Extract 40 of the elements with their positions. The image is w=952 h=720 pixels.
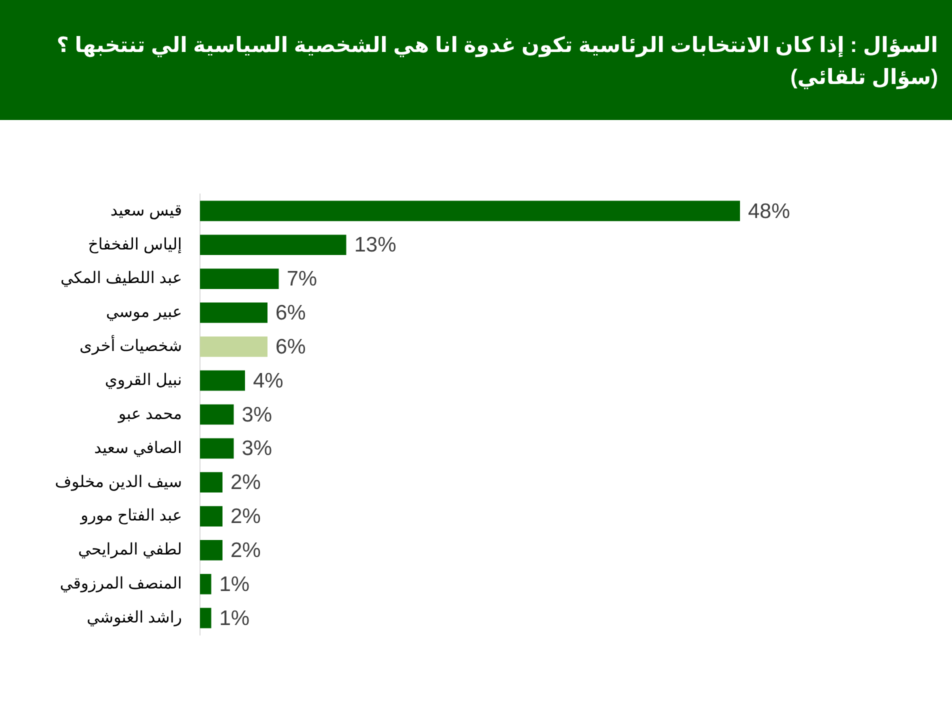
data-label: 2%: [230, 538, 261, 562]
y-tick-label: قيس سعيد: [110, 202, 182, 220]
bar: [200, 472, 222, 493]
data-label: 2%: [230, 505, 261, 528]
data-label: 7%: [286, 268, 318, 291]
bar: [200, 404, 234, 425]
data-label: 3%: [242, 437, 272, 460]
data-label: 3%: [242, 403, 272, 426]
bar: [200, 336, 268, 357]
y-tick-label: راشد الغنوشي: [86, 609, 182, 626]
data-label: 4%: [253, 369, 284, 392]
y-tick-label: لطفي المرايحي: [78, 542, 182, 559]
bar: [200, 574, 212, 594]
bar: [200, 506, 222, 526]
data-label: 2%: [230, 471, 261, 494]
bar: [200, 302, 268, 323]
data-label: 6%: [276, 335, 306, 358]
y-tick-label: نبيل القروي: [104, 372, 182, 389]
chart-title: السؤال : إذا كان الانتخابات الرئاسية تكون غدوة انا هي الشخصية السياسية الي تنتخبها ؟ (سؤال تلقائي): [56, 33, 938, 92]
data-label: 1%: [219, 606, 250, 630]
bar: [200, 540, 222, 560]
y-tick-label: عبد اللطيف المكي: [60, 270, 182, 288]
y-tick-label: عبير موسي: [106, 304, 182, 322]
data-label: 6%: [276, 302, 306, 325]
bar: [200, 268, 279, 289]
y-tick-label: المنصف المرزوقي: [60, 576, 182, 593]
bar: [200, 438, 234, 459]
data-label: 48%: [748, 200, 790, 223]
y-tick-label: الصافي سعيد: [94, 440, 182, 457]
bar: [200, 370, 245, 391]
bar: [200, 200, 740, 222]
bar: [200, 234, 346, 256]
y-tick-label: عبد الفتاح مورو: [80, 508, 182, 525]
y-tick-label: سيف الدين مخلوف: [54, 474, 182, 491]
data-label: 13%: [354, 234, 396, 257]
y-tick-label: إلياس الفخفاخ: [88, 236, 182, 254]
bar: [200, 608, 212, 628]
y-tick-label: محمد عبو: [117, 406, 182, 423]
data-label: 1%: [219, 572, 250, 596]
y-tick-label: شخصيات أخرى: [79, 335, 182, 356]
